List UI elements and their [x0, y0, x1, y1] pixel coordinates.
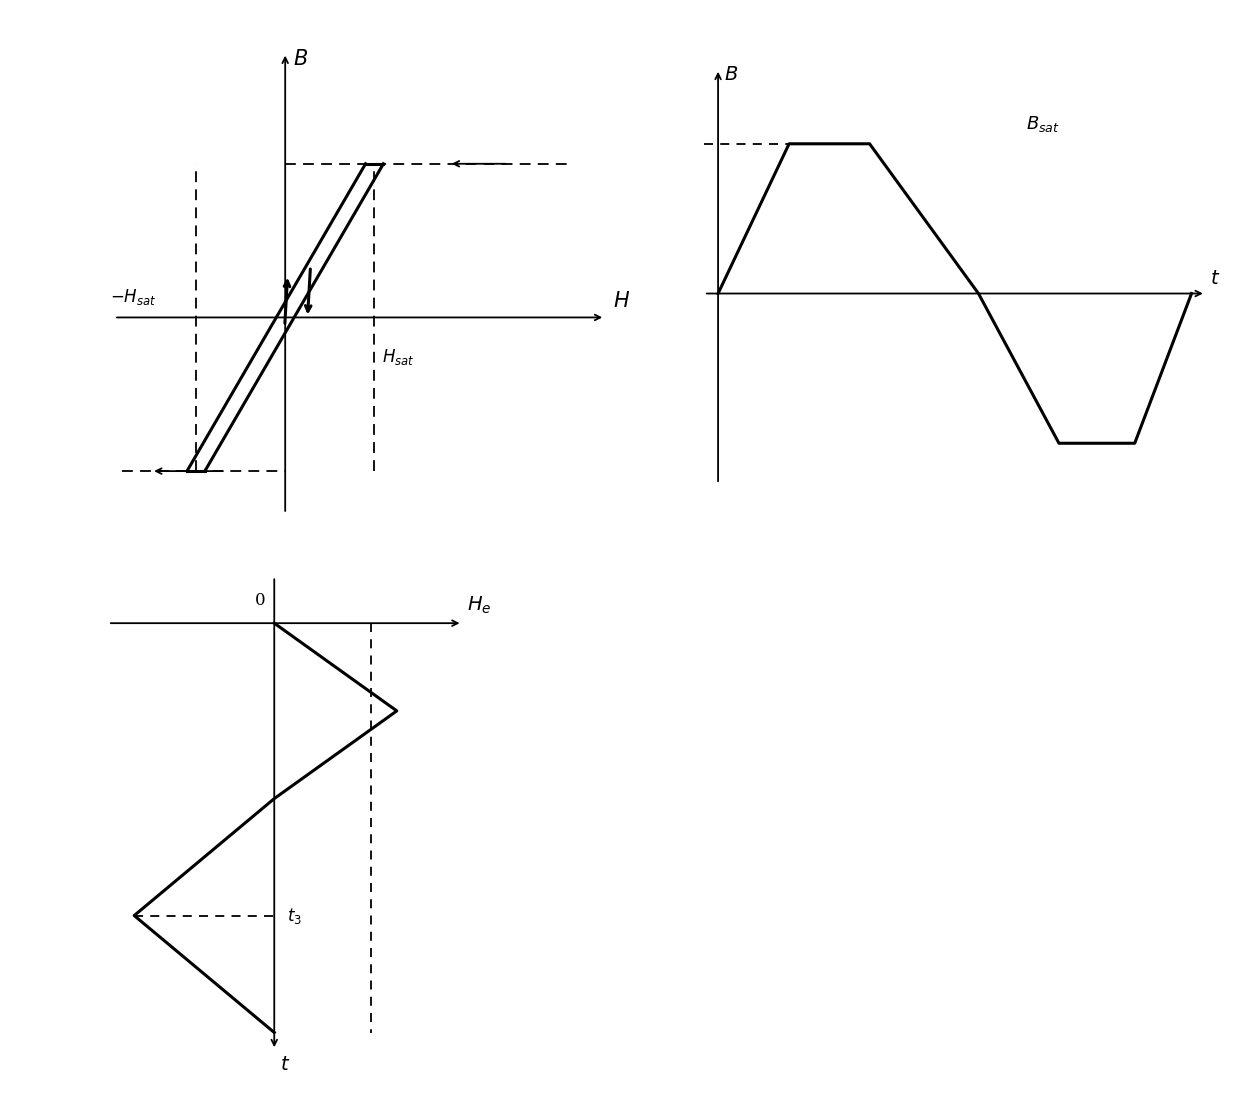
Text: $t$: $t$ — [279, 1056, 290, 1074]
Text: $t_3$: $t_3$ — [288, 906, 303, 926]
Text: $B_{sat}$: $B_{sat}$ — [1025, 114, 1060, 134]
Text: $H_{sat}$: $H_{sat}$ — [382, 347, 414, 367]
Text: 0: 0 — [255, 592, 265, 608]
Text: $H_e$: $H_e$ — [466, 595, 491, 616]
Text: $H$: $H$ — [613, 291, 630, 311]
Text: $t$: $t$ — [1210, 270, 1220, 288]
Text: $-H_{sat}$: $-H_{sat}$ — [110, 288, 157, 307]
Text: $B$: $B$ — [293, 49, 308, 69]
Text: $B$: $B$ — [724, 65, 738, 84]
